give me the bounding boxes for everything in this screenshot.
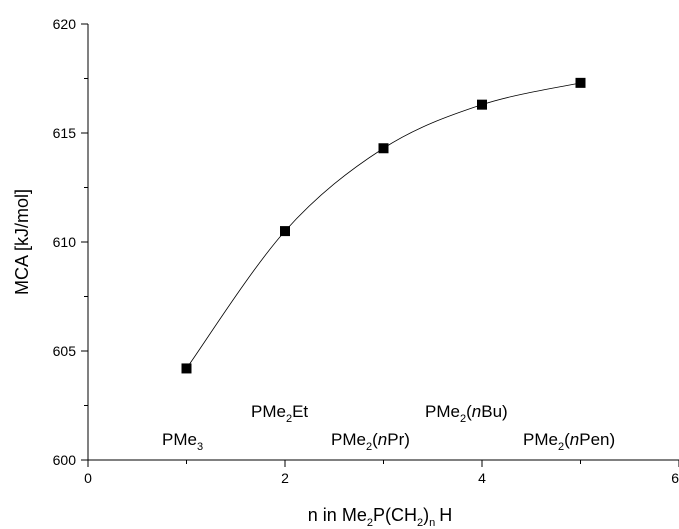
point-label-sub: 2 [460, 413, 466, 425]
x-axis-title-part: n in Me [308, 505, 367, 525]
y-tick-label: 610 [53, 234, 77, 250]
point-label-part: PMe [331, 430, 366, 449]
data-point [575, 77, 586, 88]
x-axis-title-sub: 2 [417, 517, 423, 529]
x-tick-label: 0 [84, 470, 92, 486]
y-axis-title: MCA [kJ/mol] [12, 189, 32, 295]
point-label-part: PMe [523, 430, 558, 449]
x-tick-label: 4 [478, 470, 486, 486]
point-label-sub: 2 [286, 413, 292, 425]
axes [87, 24, 679, 461]
ticks: 600 605 610 615 620 0 2 4 6 [53, 16, 679, 486]
point-label-part: (nPr) [372, 430, 410, 449]
y-tick-label: 615 [53, 125, 77, 141]
x-axis-title-part: H [439, 505, 452, 525]
x-tick-label: 2 [281, 470, 289, 486]
x-axis-title-sub: n [429, 517, 435, 529]
data-point [378, 143, 389, 154]
y-tick-label: 620 [53, 16, 77, 32]
point-label-sub: 3 [197, 441, 203, 453]
data-point [181, 363, 192, 374]
point-label: PMe2(nBu) [425, 402, 508, 425]
x-axis-title-sub: 2 [367, 517, 373, 529]
point-label: PMe2Et [251, 402, 308, 425]
data-point [280, 226, 290, 237]
point-label: PMe3 [162, 430, 203, 453]
x-axis-title-part: P(CH [373, 505, 417, 525]
point-label-part: PMe [251, 402, 286, 421]
x-axis-title-part: ) [423, 505, 429, 525]
y-tick-label: 600 [53, 452, 77, 468]
y-tick-label: 605 [53, 343, 77, 359]
point-label-italic: n [378, 430, 387, 449]
data-point [477, 99, 487, 110]
curve-layer [186, 82, 581, 369]
point-label: PMe2(nPr) [331, 430, 410, 453]
point-label-part: (nBu) [466, 402, 508, 421]
fit-curve [186, 82, 581, 369]
point-label-italic: n [472, 402, 481, 421]
point-label: PMe2(nPen) [523, 430, 615, 453]
point-label-italic: n [570, 430, 579, 449]
x-axis-title: n in Me2P(CH2)n H [308, 505, 452, 529]
point-label-part: Et [292, 402, 308, 421]
point-label-sub: 2 [366, 441, 372, 453]
x-tick-label: 6 [671, 470, 679, 486]
point-label-part: (nPen) [564, 430, 615, 449]
point-label-part: PMe [162, 430, 197, 449]
points [181, 77, 586, 374]
point-label-sub: 2 [558, 441, 564, 453]
point-label-part: PMe [425, 402, 460, 421]
